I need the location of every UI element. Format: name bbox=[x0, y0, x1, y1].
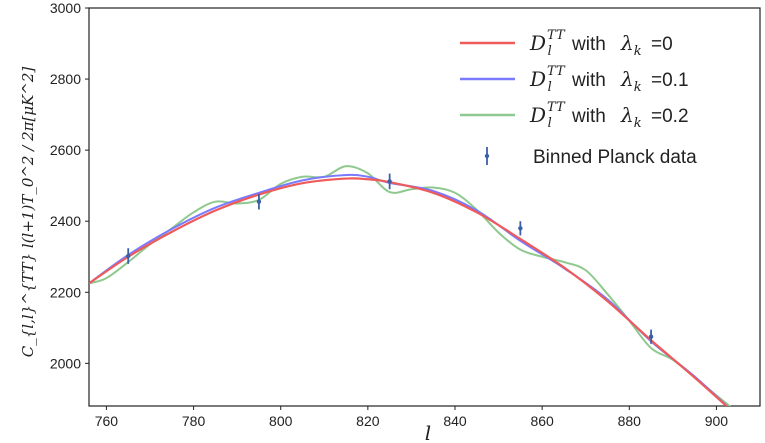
legend-item: DTT l with λk =0 bbox=[460, 28, 673, 59]
legend-value: =0 bbox=[651, 34, 673, 55]
data-point bbox=[256, 193, 262, 210]
data-points bbox=[126, 173, 654, 344]
legend-point-swatch bbox=[484, 153, 490, 159]
x-tick-label: 800 bbox=[269, 413, 293, 429]
y-tick-label: 2800 bbox=[50, 71, 81, 87]
series-lines bbox=[89, 165, 732, 406]
data-point bbox=[126, 248, 131, 264]
legend-value: =0.1 bbox=[651, 70, 689, 91]
y-tick-label: 2200 bbox=[50, 284, 81, 300]
legend-item: DTT l with λk =0.1 bbox=[460, 64, 689, 95]
x-tick-label: 840 bbox=[443, 413, 467, 429]
legend-lambda: λk bbox=[620, 103, 642, 131]
x-tick-label: 760 bbox=[95, 413, 119, 429]
legend-lambda: λk bbox=[620, 31, 642, 59]
legend-data-label: Binned Planck data bbox=[533, 147, 697, 168]
y-tick-label: 2400 bbox=[50, 213, 81, 229]
y-axis-label: C_{l,l}^{TT} l(l+1)T_0^2 / 2π[μK^2] bbox=[19, 67, 37, 358]
x-tick-label: 780 bbox=[182, 413, 206, 429]
data-point bbox=[518, 221, 523, 236]
data-point bbox=[387, 173, 392, 190]
legend-value: =0.2 bbox=[651, 106, 689, 127]
x-tick-label: 880 bbox=[618, 413, 642, 429]
legend-with-text: with bbox=[571, 106, 606, 127]
data-point bbox=[648, 329, 654, 344]
x-axis-ticks: 760 780 800 820 840 860 880 900 bbox=[95, 406, 729, 429]
x-tick-label: 900 bbox=[705, 413, 729, 429]
x-axis-label: l bbox=[425, 421, 431, 443]
legend-with-text: with bbox=[571, 34, 606, 55]
x-tick-label: 860 bbox=[530, 413, 554, 429]
legend-item: DTT l with λk =0.2 bbox=[460, 100, 689, 131]
plot-frame bbox=[88, 7, 761, 407]
legend-lambda: λk bbox=[620, 67, 642, 95]
y-tick-label: 2600 bbox=[50, 142, 81, 158]
y-tick-label: 3000 bbox=[50, 0, 81, 16]
x-tick-label: 820 bbox=[356, 413, 380, 429]
series-line-0 bbox=[89, 177, 729, 406]
legend-math-symbol: DTT l bbox=[529, 28, 566, 59]
y-tick-label: 2000 bbox=[50, 355, 81, 371]
series-line-1 bbox=[89, 173, 729, 406]
legend-math-symbol: DTT l bbox=[529, 100, 566, 131]
legend-math-symbol: DTT l bbox=[529, 64, 566, 95]
y-axis-ticks: 2000 2200 2400 2600 2800 3000 bbox=[50, 0, 89, 371]
series-line-2 bbox=[89, 165, 732, 406]
legend-item-data: Binned Planck data bbox=[484, 147, 697, 168]
legend-with-text: with bbox=[571, 70, 606, 91]
